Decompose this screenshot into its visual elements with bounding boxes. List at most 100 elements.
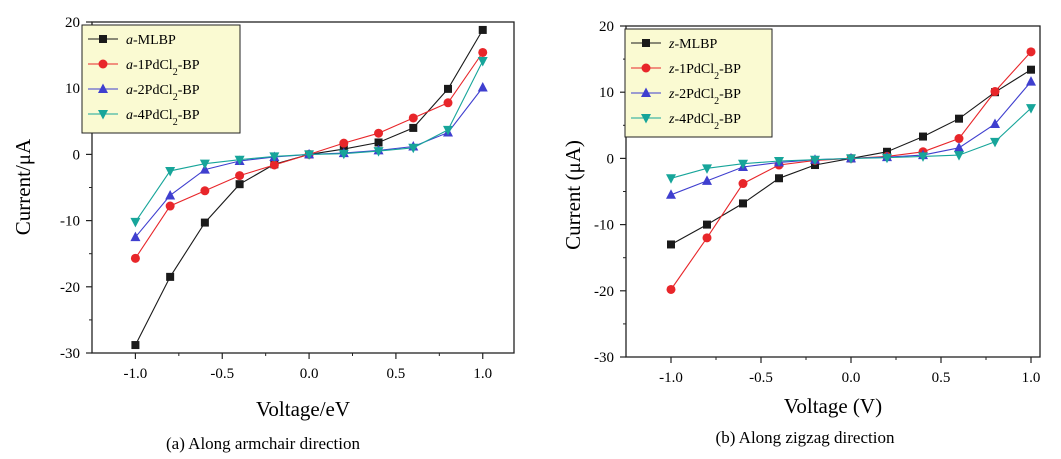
y-tick-label: 10 xyxy=(599,85,614,101)
y-tick-label: -10 xyxy=(594,218,614,234)
data-point xyxy=(339,138,349,148)
legend-marker xyxy=(642,39,650,47)
data-point xyxy=(304,150,315,160)
y-tick-label: -30 xyxy=(60,346,80,362)
legend-box xyxy=(81,24,241,134)
data-point xyxy=(374,128,384,138)
data-point xyxy=(235,171,245,181)
data-point xyxy=(408,143,419,154)
chart-panel-a: -1.0 -0.5 0.0 0.5 1.0 -30 -20 -10 0 10 20 Voltage/e… xyxy=(11,15,515,453)
x-axis-label: Voltage (V) xyxy=(784,394,882,418)
data-point xyxy=(200,218,209,227)
data-point xyxy=(990,118,1000,128)
series-3 xyxy=(666,104,1036,184)
data-point xyxy=(1026,47,1036,57)
data-point xyxy=(738,159,748,170)
data-point xyxy=(919,132,927,141)
data-point xyxy=(235,180,244,189)
data-point xyxy=(130,217,141,228)
legend-marker xyxy=(99,35,107,43)
y-tick-label: -20 xyxy=(594,284,614,300)
x-tick-label: 0.5 xyxy=(932,370,951,386)
y-axis-label: Current (μA) xyxy=(561,140,585,250)
data-point xyxy=(954,134,964,144)
data-point xyxy=(130,231,141,242)
legend-marker xyxy=(641,114,651,124)
panel-caption: (a) Along armchair direction xyxy=(166,434,361,453)
data-point xyxy=(374,138,383,147)
data-point xyxy=(1026,104,1036,114)
data-point xyxy=(666,284,676,294)
legend-label: a-2PdCl2-BP xyxy=(126,83,200,103)
legend-marker xyxy=(98,110,108,120)
data-point xyxy=(444,84,453,93)
series-3 xyxy=(130,57,488,228)
y-tick-label: -10 xyxy=(60,214,80,230)
x-tick-label: -1.0 xyxy=(659,370,683,386)
data-point xyxy=(130,253,140,263)
data-point xyxy=(703,220,711,229)
x-tick-label: 1.0 xyxy=(1022,370,1041,386)
data-point xyxy=(200,186,210,196)
data-point xyxy=(443,125,454,136)
data-point xyxy=(165,189,176,200)
y-tick-label: 20 xyxy=(599,19,614,35)
data-point xyxy=(882,153,892,164)
legend-label: z-MLBP xyxy=(668,37,717,52)
x-tick-label: 1.0 xyxy=(473,366,492,382)
x-tick-label: -0.5 xyxy=(210,366,234,382)
x-tick-label: 0.0 xyxy=(300,366,319,382)
data-point xyxy=(739,199,747,208)
y-tick-label: 0 xyxy=(607,151,615,167)
data-point xyxy=(1027,65,1035,74)
data-point xyxy=(810,155,820,166)
legend-label: z-2PdCl2-BP xyxy=(668,87,741,107)
data-point xyxy=(478,47,488,57)
legend: z-MLBP z-1PdCl2-BP z-2PdCl2-BP z-4PdCl2-BP xyxy=(624,28,773,138)
panel-caption: (b) Along zigzag direction xyxy=(716,428,895,447)
data-point xyxy=(954,151,964,161)
data-point xyxy=(477,82,488,92)
x-tick-label: 0.0 xyxy=(842,370,861,386)
data-point xyxy=(199,159,210,170)
data-point xyxy=(702,233,712,243)
data-point xyxy=(1026,76,1036,86)
y-tick-label: -20 xyxy=(60,280,80,296)
x-tick-label: 0.5 xyxy=(387,366,406,382)
data-point xyxy=(478,25,487,34)
data-point xyxy=(918,152,928,162)
data-point xyxy=(666,174,676,184)
y-axis-label: Current/μA xyxy=(11,138,35,235)
legend: a-MLBP a-1PdCl2-BP a-2PdCl2-BP a-4PdCl2-BP xyxy=(81,24,241,134)
data-point xyxy=(990,137,1000,148)
data-point xyxy=(667,240,675,249)
data-point xyxy=(774,157,784,167)
y-tick-label: 20 xyxy=(65,15,80,31)
legend-marker xyxy=(98,59,108,69)
legend-marker xyxy=(641,87,651,97)
y-tick-label: -30 xyxy=(594,350,614,366)
data-point xyxy=(165,201,175,211)
chart-panel-b: -1.0 -0.5 0.0 0.5 1.0 -30 -20 -10 0 10 20 Voltage (… xyxy=(561,19,1041,447)
x-tick-label: -1.0 xyxy=(124,366,148,382)
data-point xyxy=(269,152,280,162)
legend-label: z-4PdCl2-BP xyxy=(668,112,741,132)
data-point xyxy=(775,174,783,183)
legend-label: z-1PdCl2-BP xyxy=(668,62,741,82)
legend-label: a-1PdCl2-BP xyxy=(126,58,200,78)
x-axis-label: Voltage/eV xyxy=(256,397,350,421)
data-point xyxy=(443,98,453,108)
data-point xyxy=(409,123,418,132)
data-point xyxy=(269,160,279,170)
data-point xyxy=(955,114,963,123)
data-point xyxy=(408,113,418,123)
legend-label: a-MLBP xyxy=(126,33,176,48)
data-point xyxy=(131,341,140,350)
legend-marker xyxy=(641,63,651,73)
data-point xyxy=(702,164,712,174)
data-point xyxy=(338,149,349,160)
data-point xyxy=(666,189,676,199)
data-point xyxy=(373,147,384,157)
data-point xyxy=(702,175,712,185)
